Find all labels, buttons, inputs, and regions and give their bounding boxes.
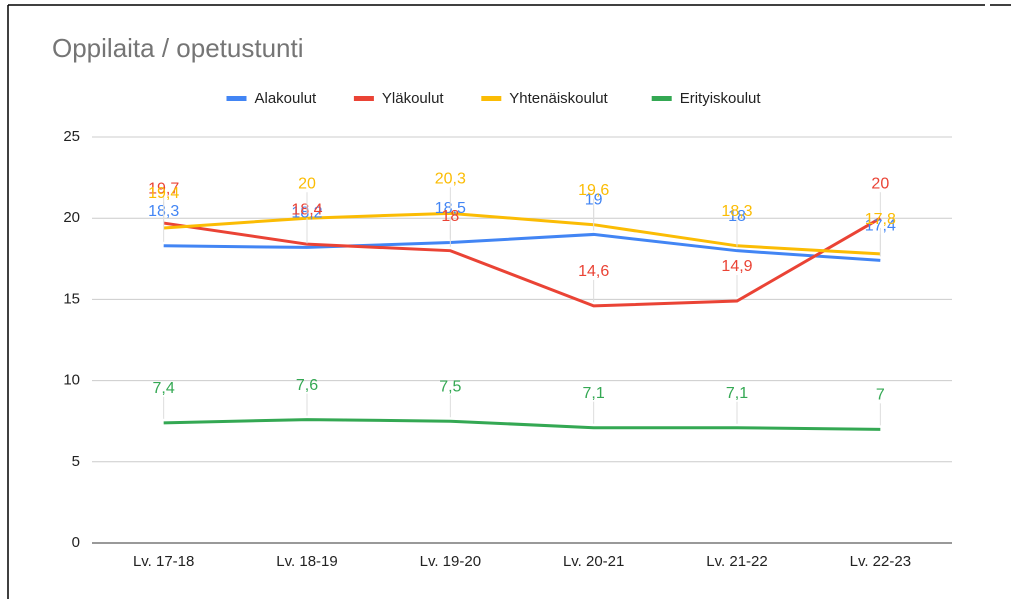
y-tick-label: 0 — [72, 534, 80, 551]
y-tick-label: 10 — [63, 372, 80, 389]
data-label: 7 — [876, 387, 885, 404]
data-label: 20 — [298, 175, 316, 192]
data-label: 17,8 — [865, 211, 896, 228]
data-label: 17,4 — [865, 218, 896, 235]
legend-swatch — [481, 96, 502, 101]
chart-title: Oppilaita / opetustunti — [52, 33, 304, 63]
data-label: 19,7 — [148, 180, 179, 197]
x-tick-label: Lv. 22-23 — [850, 553, 911, 570]
y-tick-label: 5 — [72, 453, 80, 470]
series-line — [163, 216, 882, 308]
series-line — [163, 211, 881, 256]
data-label: 7,6 — [296, 377, 318, 394]
legend-label: Erityiskoulut — [680, 90, 762, 107]
data-label: 20 — [871, 175, 889, 192]
series-line — [163, 418, 881, 431]
y-tick-label: 15 — [63, 290, 80, 307]
data-label: 14,9 — [721, 258, 752, 275]
data-label: 18,3 — [721, 203, 752, 220]
legend-label: Yhtenäiskoulut — [509, 90, 608, 107]
legend-swatch — [651, 96, 672, 101]
y-tick-label: 25 — [63, 128, 80, 145]
series-line — [163, 232, 881, 262]
data-label: 14,6 — [578, 263, 609, 280]
data-label: 7,1 — [726, 385, 748, 402]
x-tick-label: Lv. 19-20 — [420, 553, 481, 570]
data-label: 19,4 — [148, 185, 179, 202]
x-tick-label: Lv. 20-21 — [563, 553, 624, 570]
data-label: 7,5 — [439, 378, 461, 395]
legend-label: Alakoulut — [255, 90, 318, 107]
x-tick-label: Lv. 17-18 — [133, 553, 194, 570]
data-label: 18 — [441, 208, 459, 225]
legend-label: Yläkoulut — [382, 90, 445, 107]
x-tick-label: Lv. 21-22 — [706, 553, 767, 570]
data-label: 19,6 — [578, 182, 609, 199]
data-label: 20,3 — [435, 171, 466, 188]
y-tick-label: 20 — [63, 209, 80, 226]
data-label: 7,4 — [153, 380, 175, 397]
legend-swatch — [353, 96, 374, 101]
x-tick-label: Lv. 18-19 — [276, 553, 337, 570]
legend-swatch — [226, 96, 247, 101]
data-label: 7,1 — [583, 385, 605, 402]
data-label: 18 — [728, 208, 746, 225]
